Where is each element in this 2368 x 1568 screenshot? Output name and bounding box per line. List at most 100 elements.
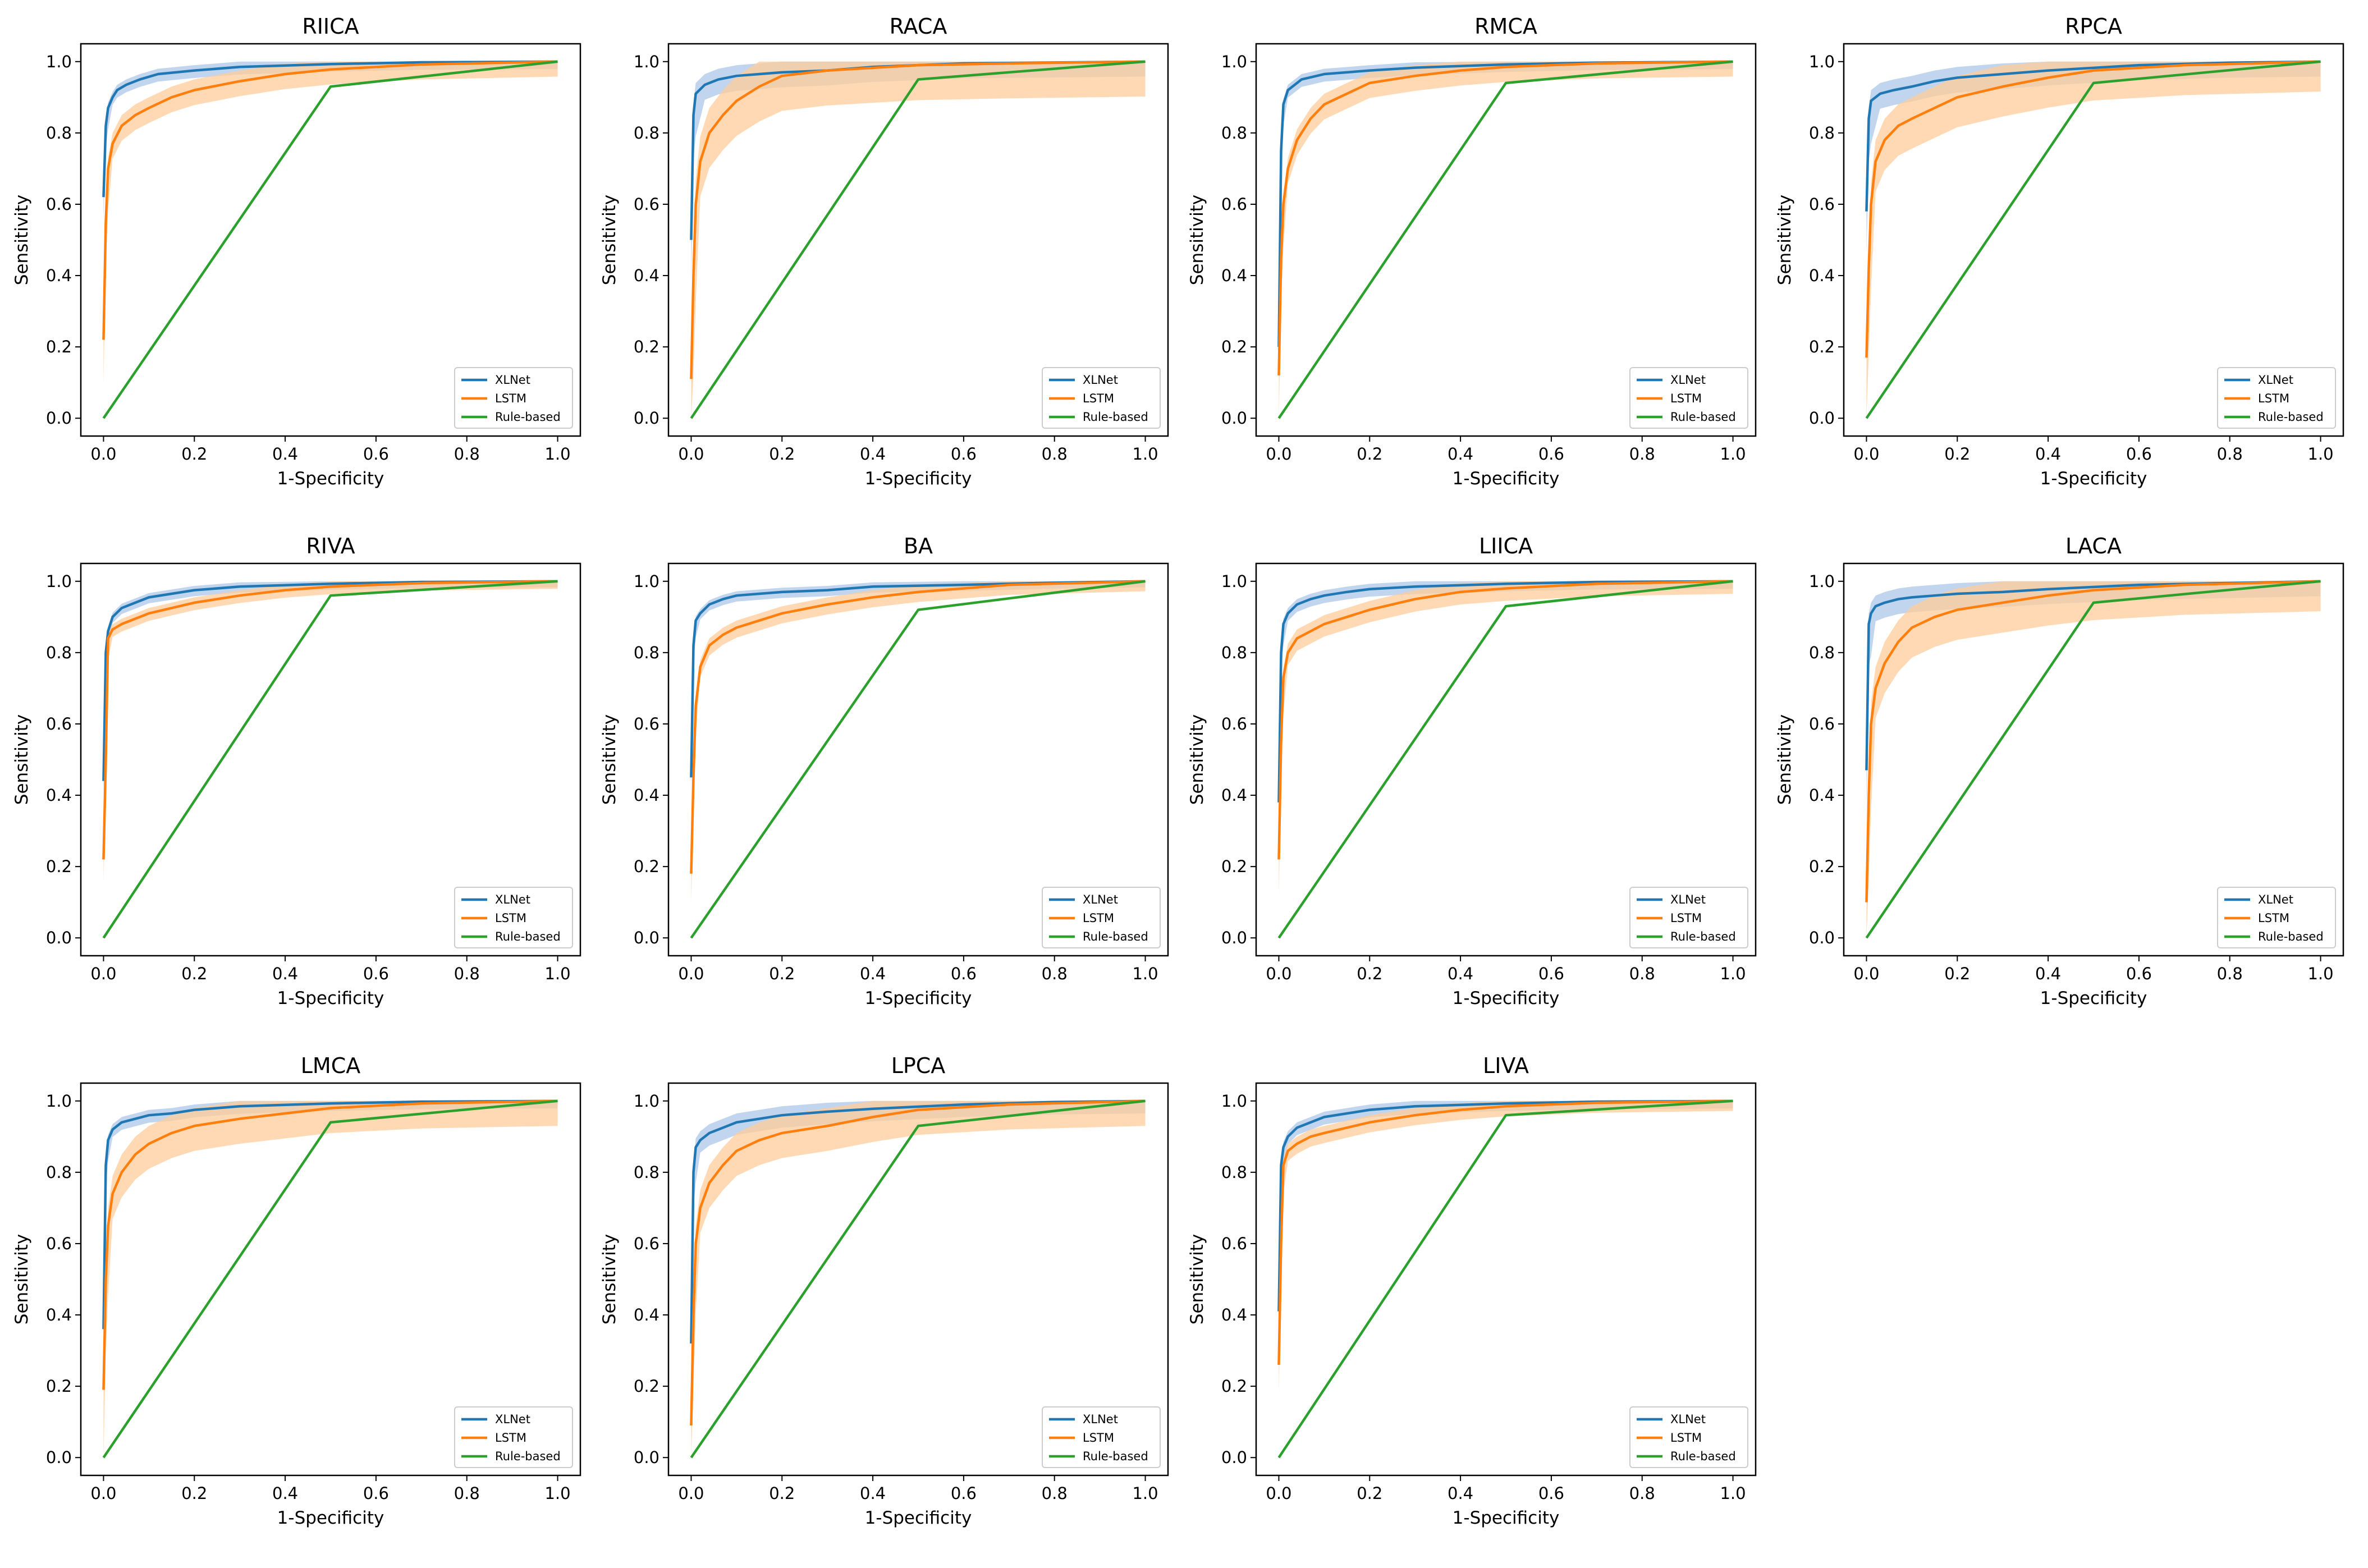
legend-label: LSTM — [1670, 392, 1702, 405]
legend-label: Rule-based — [1083, 930, 1148, 943]
x-tick-label: 0.8 — [2217, 964, 2243, 983]
x-axis-label: 1-Specificity — [1453, 1508, 1560, 1528]
y-tick-label: 0.8 — [46, 1163, 72, 1182]
band-xlnet — [103, 581, 558, 799]
x-tick-label: 0.4 — [1448, 964, 1473, 983]
x-tick-label: 0.2 — [181, 964, 207, 983]
x-tick-label: 0.4 — [860, 964, 886, 983]
x-tick-label: 0.2 — [769, 444, 795, 464]
legend-label: Rule-based — [495, 1450, 561, 1463]
series-xlnet — [1277, 580, 1733, 803]
band-lstm — [1279, 1101, 1733, 1393]
x-tick-label: 0.4 — [860, 1484, 886, 1503]
x-tick-label: 0.8 — [2217, 444, 2243, 464]
y-tick-label: 0.4 — [46, 266, 72, 285]
y-tick-label: 0.2 — [1221, 1377, 1247, 1396]
legend: XLNet LSTM Rule-based — [1629, 887, 1748, 948]
x-tick-label: 0.0 — [678, 964, 704, 983]
axes-frame — [1843, 562, 2344, 957]
x-tick-label: 0.2 — [1944, 444, 1970, 464]
y-tick-label: 0.8 — [634, 643, 659, 662]
legend-label: LSTM — [495, 392, 526, 405]
y-tick-label: 0.6 — [1221, 1234, 1247, 1253]
x-tick-label: 0.0 — [1266, 444, 1291, 464]
axes-frame — [667, 562, 1169, 957]
x-axis-label: 1-Specificity — [865, 469, 972, 489]
y-tick-label: 0.2 — [1221, 857, 1247, 876]
x-tick-label: 1.0 — [1720, 964, 1746, 983]
y-tick-label: 1.0 — [634, 572, 659, 591]
y-tick-label: 0.0 — [46, 1448, 72, 1467]
panel-title: LIICA — [1479, 534, 1533, 558]
y-tick-label: 0.4 — [46, 786, 72, 805]
axes-frame — [667, 43, 1169, 437]
legend-box — [1629, 887, 1748, 948]
panel-riica: 0.0 0.2 0.4 0.6 0.8 1.0 0.0 0.2 0.4 0.6 0.8 1.0 RIIC… — [12, 14, 581, 489]
legend-label: XLNet — [2258, 373, 2293, 387]
legend-label: Rule-based — [1083, 1450, 1148, 1463]
axes-frame — [1255, 43, 1757, 437]
legend-label: XLNet — [495, 893, 530, 906]
x-tick-label: 0.4 — [272, 444, 298, 464]
x-axis-label: 1-Specificity — [277, 1508, 384, 1528]
y-tick-label: 0.4 — [634, 786, 659, 805]
y-axis-label: Sensitivity — [599, 1234, 620, 1324]
x-axis-label: 1-Specificity — [1453, 469, 1560, 489]
y-tick-label: 1.0 — [634, 52, 659, 71]
series-rule-based — [1865, 60, 2321, 419]
panel-title: LMCA — [301, 1053, 361, 1078]
series-rule-based — [1865, 580, 2321, 939]
x-tick-label: 1.0 — [2307, 964, 2333, 983]
legend-box — [2217, 887, 2336, 948]
y-tick-label: 0.8 — [634, 123, 659, 143]
x-tick-label: 0.8 — [1042, 444, 1068, 464]
y-tick-label: 0.8 — [1809, 643, 1835, 662]
series-xlnet — [690, 1099, 1146, 1344]
legend-label: XLNet — [1083, 373, 1118, 387]
y-tick-label: 1.0 — [1221, 572, 1247, 591]
legend-box — [1042, 367, 1161, 429]
legend-label: XLNet — [2258, 893, 2293, 906]
series-rule-based — [690, 580, 1146, 939]
y-tick-label: 0.0 — [46, 409, 72, 428]
series-rule-based — [102, 580, 558, 939]
panel-title: RIICA — [302, 14, 359, 39]
y-tick-label: 0.0 — [1809, 409, 1835, 428]
x-tick-label: 0.4 — [1448, 444, 1473, 464]
series-lstm — [102, 580, 558, 860]
band-lstm — [103, 1101, 558, 1458]
y-tick-label: 0.8 — [1809, 123, 1835, 143]
x-tick-label: 0.0 — [1266, 964, 1291, 983]
x-tick-label: 0.4 — [2035, 444, 2061, 464]
y-tick-label: 0.4 — [46, 1305, 72, 1324]
x-tick-label: 1.0 — [544, 444, 570, 464]
panel-lpca: 0.0 0.2 0.4 0.6 0.8 1.0 0.0 0.2 0.4 0.6 0.8 1.0 LPCA… — [599, 1053, 1169, 1528]
y-tick-label: 0.2 — [46, 1377, 72, 1396]
band-xlnet — [691, 1101, 1146, 1379]
series-xlnet — [690, 580, 1146, 778]
series-rule-based — [690, 1099, 1146, 1459]
y-axis-label: Sensitivity — [599, 714, 620, 805]
legend-label: Rule-based — [1670, 1450, 1736, 1463]
y-axis-label: Sensitivity — [1775, 195, 1795, 285]
legend-label: Rule-based — [1670, 930, 1736, 943]
legend: XLNet LSTM Rule-based — [2217, 887, 2336, 948]
legend-label: XLNet — [1670, 893, 1706, 906]
panel-title: RIVA — [306, 534, 355, 558]
legend: XLNet LSTM Rule-based — [1042, 887, 1161, 948]
legend-box — [1629, 367, 1748, 429]
x-tick-label: 0.8 — [1629, 444, 1655, 464]
y-tick-label: 0.4 — [1221, 786, 1247, 805]
band-xlnet — [1279, 1101, 1733, 1333]
series-lstm — [102, 1099, 558, 1390]
x-tick-label: 0.4 — [860, 444, 886, 464]
legend-box — [1042, 887, 1161, 948]
panel-title: LPCA — [891, 1053, 946, 1078]
x-axis-label: 1-Specificity — [277, 988, 384, 1008]
x-tick-label: 0.8 — [454, 1484, 480, 1503]
x-tick-label: 0.8 — [1629, 1484, 1655, 1503]
y-tick-label: 0.4 — [1221, 266, 1247, 285]
x-tick-label: 1.0 — [1132, 1484, 1158, 1503]
y-tick-label: 1.0 — [1809, 52, 1835, 71]
legend-label: XLNet — [495, 373, 530, 387]
